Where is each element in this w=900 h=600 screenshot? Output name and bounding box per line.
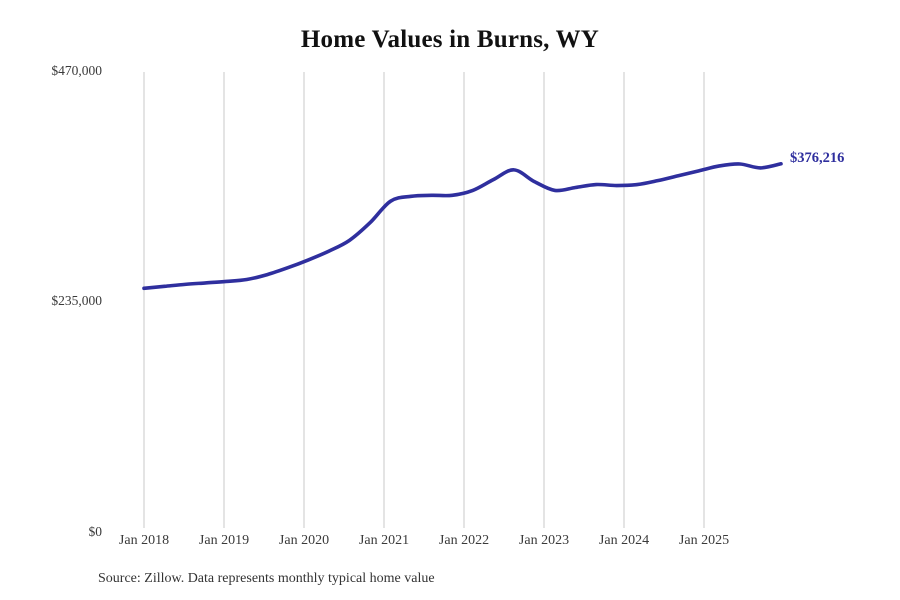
home-value-line-series [142, 161, 783, 291]
x-axis-tick-label-jan-2018: Jan 2018 [118, 533, 170, 548]
x-axis-tick-label-jan-2025: Jan 2025 [678, 533, 730, 548]
source-note: Source: Zillow. Data represents monthly … [98, 571, 435, 586]
y-axis-tick-bottom: $0 [0, 524, 103, 542]
y-axis-tick-mid: $235,000 [0, 293, 102, 311]
y-axis-tick-label-0: $0 [88, 524, 103, 539]
x-axis-tick-label-jan-2024: Jan 2024 [598, 533, 650, 548]
vertical-gridlines [143, 72, 705, 528]
x-axis-tick-label-jan-2023: Jan 2023 [518, 533, 570, 548]
x-axis-tick-label-jan-2020: Jan 2020 [278, 533, 330, 548]
y-axis-tick-label-470000: $470,000 [51, 63, 102, 78]
x-axis-tick-label-jan-2019: Jan 2019 [198, 533, 250, 548]
end-value-annotation: $376,216 [790, 149, 845, 166]
x-axis-tick-label-jan-2021: Jan 2021 [358, 533, 410, 548]
y-axis-tick-label-235000: $235,000 [51, 293, 102, 308]
chart-title: Home Values in Burns, WY [300, 26, 600, 53]
x-axis-tick-label-jan-2022: Jan 2022 [438, 533, 490, 548]
y-axis-tick-top: $470,000 [0, 63, 102, 81]
